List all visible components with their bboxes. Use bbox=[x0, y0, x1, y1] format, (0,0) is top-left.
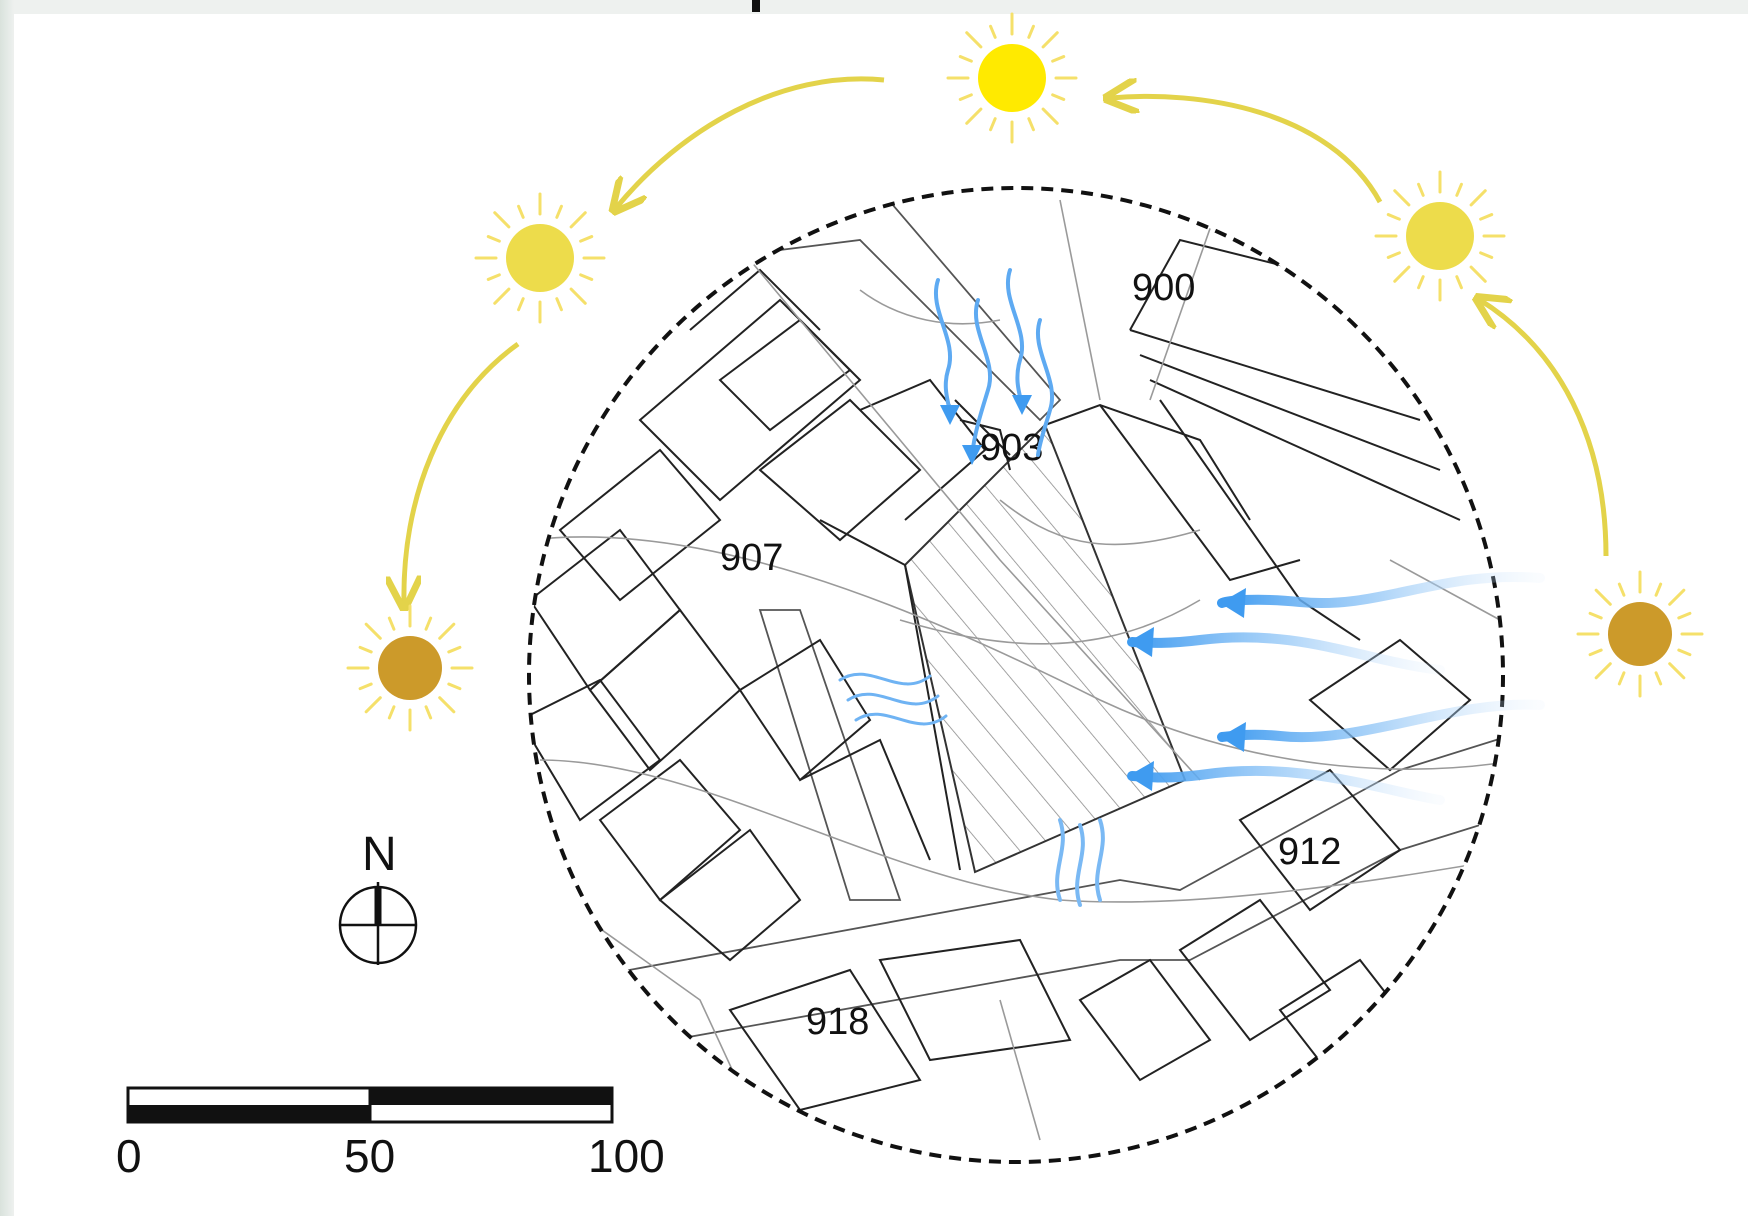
north-arrow: N bbox=[338, 828, 418, 965]
sun-afternoon-west-icon bbox=[474, 192, 606, 324]
sun-sunrise-east-icon bbox=[1576, 570, 1704, 698]
scale-tick-50: 50 bbox=[344, 1130, 395, 1182]
sun-path-arcs bbox=[404, 76, 1609, 604]
sun-morning-east-icon bbox=[1374, 170, 1506, 302]
scale-tick-100: 100 bbox=[588, 1130, 665, 1182]
study-area-boundary bbox=[527, 186, 1505, 1164]
wind-rising-south bbox=[1055, 818, 1105, 907]
plot-label-907: 907 bbox=[720, 537, 783, 579]
plot-label-912: 912 bbox=[1278, 831, 1341, 873]
wind-arrowheads-north bbox=[940, 395, 1032, 465]
plot-label-903: 903 bbox=[980, 427, 1043, 469]
sun-noon-north-icon bbox=[946, 12, 1078, 144]
scale-tick-0: 0 bbox=[116, 1130, 142, 1182]
wind-arrowheads-east bbox=[1128, 588, 1246, 791]
road-band-south bbox=[529, 718, 1503, 1061]
plot-label-900: 900 bbox=[1132, 267, 1195, 309]
north-label: N bbox=[362, 828, 397, 881]
sun-sunset-west-icon bbox=[346, 604, 474, 732]
parcel-network bbox=[529, 189, 1503, 1141]
top-edge-fragment bbox=[752, 0, 760, 12]
wind-arrows-north bbox=[934, 268, 1054, 457]
plot-label-918: 918 bbox=[806, 1001, 869, 1043]
wind-eddy-west bbox=[838, 672, 948, 726]
scale-bar: 0 50 100 bbox=[116, 1086, 665, 1182]
